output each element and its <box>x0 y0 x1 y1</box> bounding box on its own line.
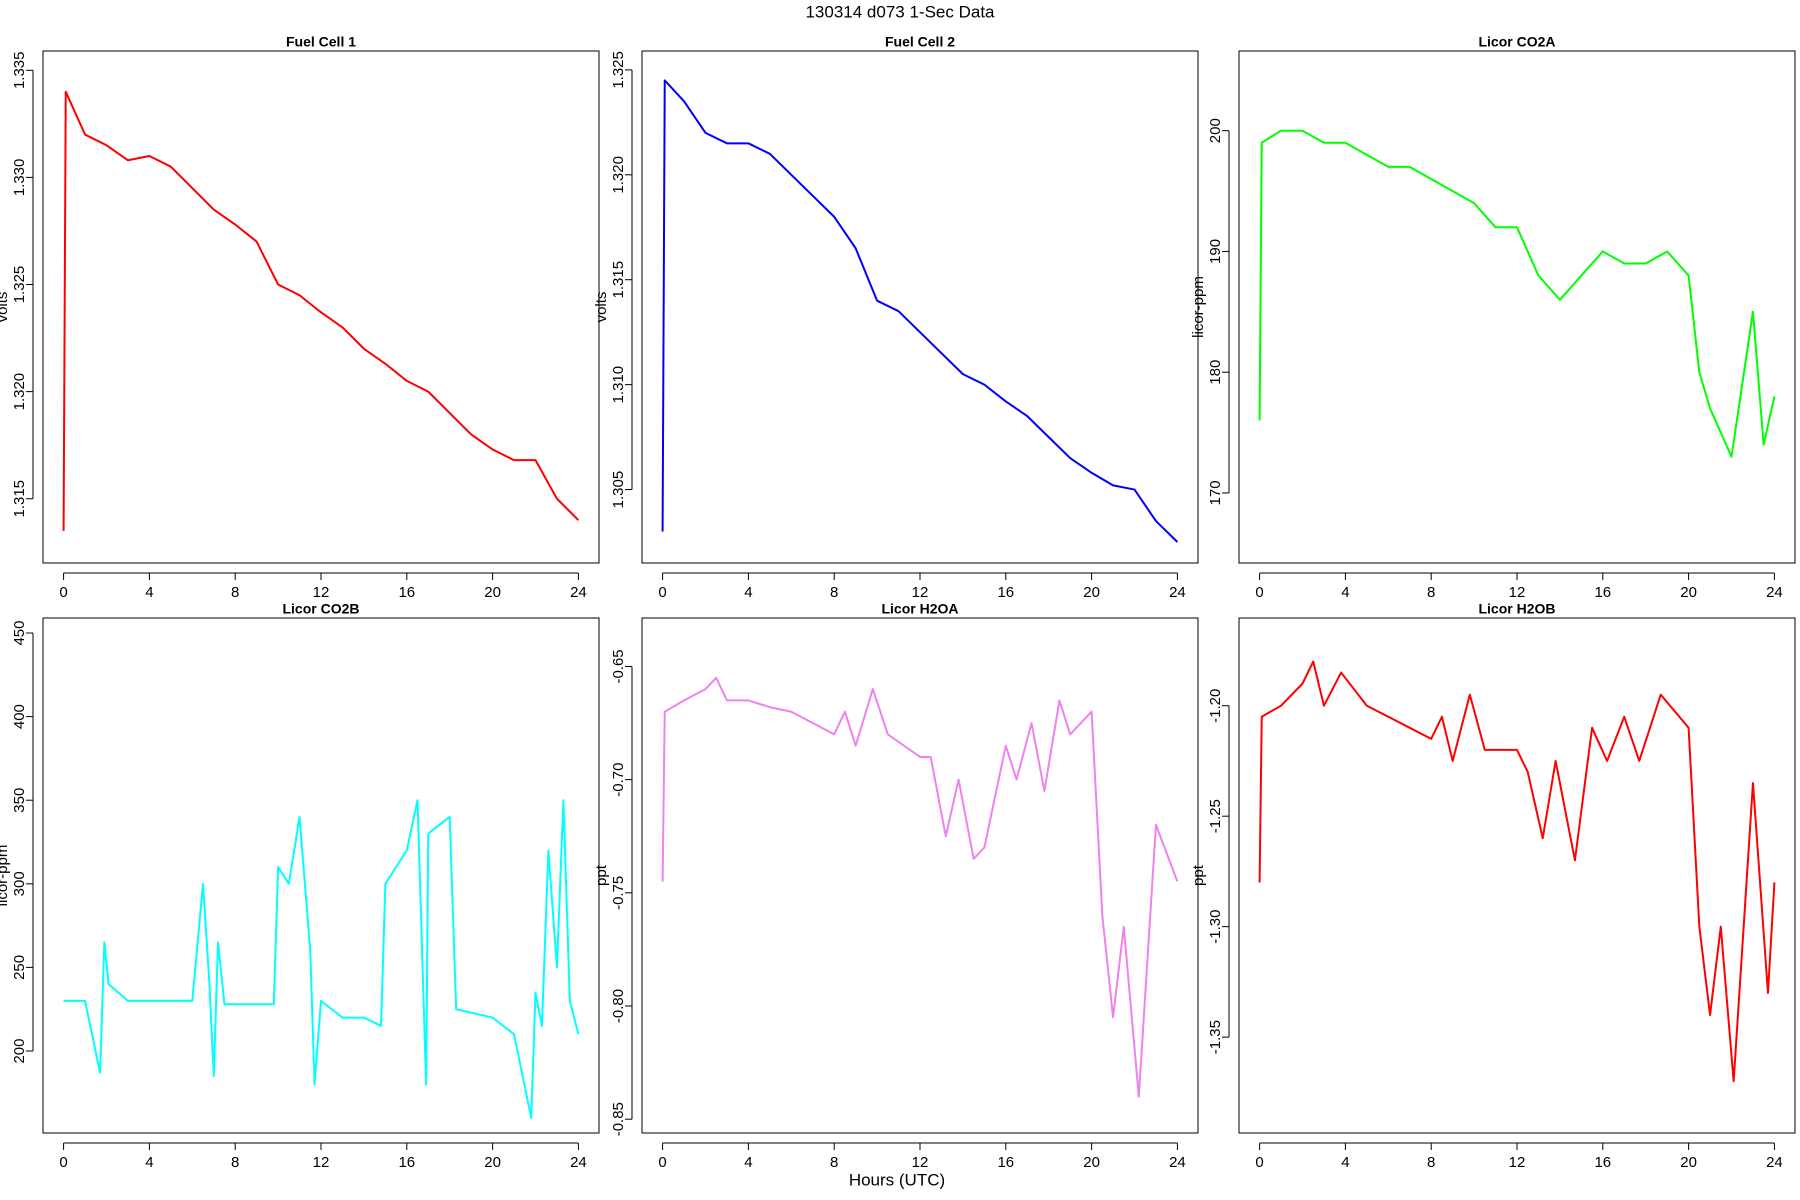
y-tick-label: 400 <box>11 704 28 729</box>
x-tick-label: 12 <box>912 584 929 601</box>
x-tick-label: 8 <box>231 1154 239 1171</box>
x-tick-label: 8 <box>830 584 838 601</box>
data-line <box>1258 660 1776 1083</box>
y-axis-label: licor-ppm <box>0 845 11 907</box>
y-tick-label: 1.320 <box>11 373 28 411</box>
x-tick-label: 16 <box>398 584 415 601</box>
y-tick-label: 180 <box>1207 360 1224 385</box>
x-tick-label: 8 <box>1427 1154 1435 1171</box>
x-tick-label: 0 <box>1255 584 1263 601</box>
y-tick-label: 450 <box>11 620 28 645</box>
x-tick-label: 24 <box>1766 1154 1783 1171</box>
data-line <box>1258 129 1776 458</box>
plot-frame <box>641 617 1199 1134</box>
y-tick-label: 1.335 <box>11 52 28 90</box>
x-tick-label: 16 <box>997 1154 1014 1171</box>
panel-title: Fuel Cell 1 <box>286 34 356 50</box>
y-tick-label: 200 <box>1207 118 1224 143</box>
x-tick-label: 20 <box>1083 1154 1100 1171</box>
x-tick-label: 20 <box>484 584 501 601</box>
y-tick-label: 1.305 <box>610 471 627 509</box>
x-tick-label: 4 <box>744 1154 752 1171</box>
data-line <box>661 79 1179 543</box>
y-axis-label: licor-ppm <box>1190 276 1207 338</box>
x-tick-label: 4 <box>145 1154 153 1171</box>
y-tick-label: 1.315 <box>11 480 28 518</box>
plot-frame <box>1238 617 1796 1134</box>
x-tick-label: 16 <box>1594 1154 1611 1171</box>
x-tick-label: 24 <box>1766 584 1783 601</box>
x-tick-label: 16 <box>997 584 1014 601</box>
plot-frame <box>42 50 600 564</box>
y-tick-label: -1.35 <box>1207 1020 1224 1054</box>
x-tick-label: 16 <box>398 1154 415 1171</box>
y-tick-label: -0.85 <box>610 1102 627 1136</box>
y-tick-label: 190 <box>1207 239 1224 264</box>
x-tick-label: 8 <box>231 584 239 601</box>
x-tick-label: 20 <box>484 1154 501 1171</box>
x-tick-label: 24 <box>570 1154 587 1171</box>
y-axis-label: ppt <box>593 864 610 886</box>
y-tick-label: 1.315 <box>610 261 627 299</box>
y-tick-label: 300 <box>11 871 28 896</box>
x-axis-label: Hours (UTC) <box>849 1170 945 1189</box>
plot-frame <box>641 50 1199 564</box>
y-tick-label: -0.75 <box>610 876 627 910</box>
x-tick-label: 8 <box>830 1154 838 1171</box>
data-line <box>62 90 580 531</box>
panel-title: Licor H2OB <box>1478 601 1555 617</box>
y-tick-label: 1.310 <box>610 366 627 404</box>
y-axis-label: ppt <box>1190 864 1207 886</box>
y-tick-label: 1.325 <box>610 51 627 89</box>
x-tick-label: 0 <box>59 584 67 601</box>
data-line <box>63 799 580 1119</box>
y-tick-label: 200 <box>11 1039 28 1064</box>
x-tick-label: 0 <box>1255 1154 1263 1171</box>
y-tick-label: 170 <box>1207 480 1224 505</box>
y-tick-label: -0.80 <box>610 989 627 1023</box>
x-tick-label: 12 <box>313 1154 330 1171</box>
y-tick-label: 1.320 <box>610 156 627 194</box>
page-title: 130314 d073 1-Sec Data <box>805 2 995 21</box>
x-tick-label: 8 <box>1427 584 1435 601</box>
y-tick-label: -1.25 <box>1207 799 1224 833</box>
y-tick-label: -0.70 <box>610 763 627 797</box>
x-tick-label: 12 <box>1509 584 1526 601</box>
x-tick-label: 20 <box>1680 584 1697 601</box>
panel-title: Fuel Cell 2 <box>885 34 955 50</box>
panel-title: Licor H2OA <box>881 601 958 617</box>
x-tick-label: 12 <box>912 1154 929 1171</box>
x-tick-label: 4 <box>744 584 752 601</box>
y-axis-label: volts <box>0 292 11 323</box>
x-tick-label: 0 <box>59 1154 67 1171</box>
y-tick-label: -0.65 <box>610 649 627 683</box>
plot-frame <box>1238 50 1796 564</box>
plot-frame <box>42 617 600 1134</box>
y-tick-label: 1.330 <box>11 159 28 197</box>
y-tick-label: -1.20 <box>1207 689 1224 723</box>
x-tick-label: 16 <box>1594 584 1611 601</box>
y-tick-label: 250 <box>11 955 28 980</box>
y-tick-label: 1.325 <box>11 266 28 304</box>
panel-title: Licor CO2A <box>1478 34 1555 50</box>
x-tick-label: 0 <box>658 584 666 601</box>
y-tick-label: 350 <box>11 788 28 813</box>
x-tick-label: 12 <box>1509 1154 1526 1171</box>
data-line <box>661 676 1179 1098</box>
x-tick-label: 24 <box>1169 1154 1186 1171</box>
x-tick-label: 12 <box>313 584 330 601</box>
y-tick-label: -1.30 <box>1207 910 1224 944</box>
y-axis-label: volts <box>593 292 610 323</box>
x-tick-label: 20 <box>1680 1154 1697 1171</box>
x-tick-label: 24 <box>1169 584 1186 601</box>
x-tick-label: 24 <box>570 584 587 601</box>
x-tick-label: 0 <box>658 1154 666 1171</box>
x-tick-label: 4 <box>1341 1154 1349 1171</box>
panel-title: Licor CO2B <box>282 601 359 617</box>
x-tick-label: 4 <box>1341 584 1349 601</box>
x-tick-label: 20 <box>1083 584 1100 601</box>
x-tick-label: 4 <box>145 584 153 601</box>
